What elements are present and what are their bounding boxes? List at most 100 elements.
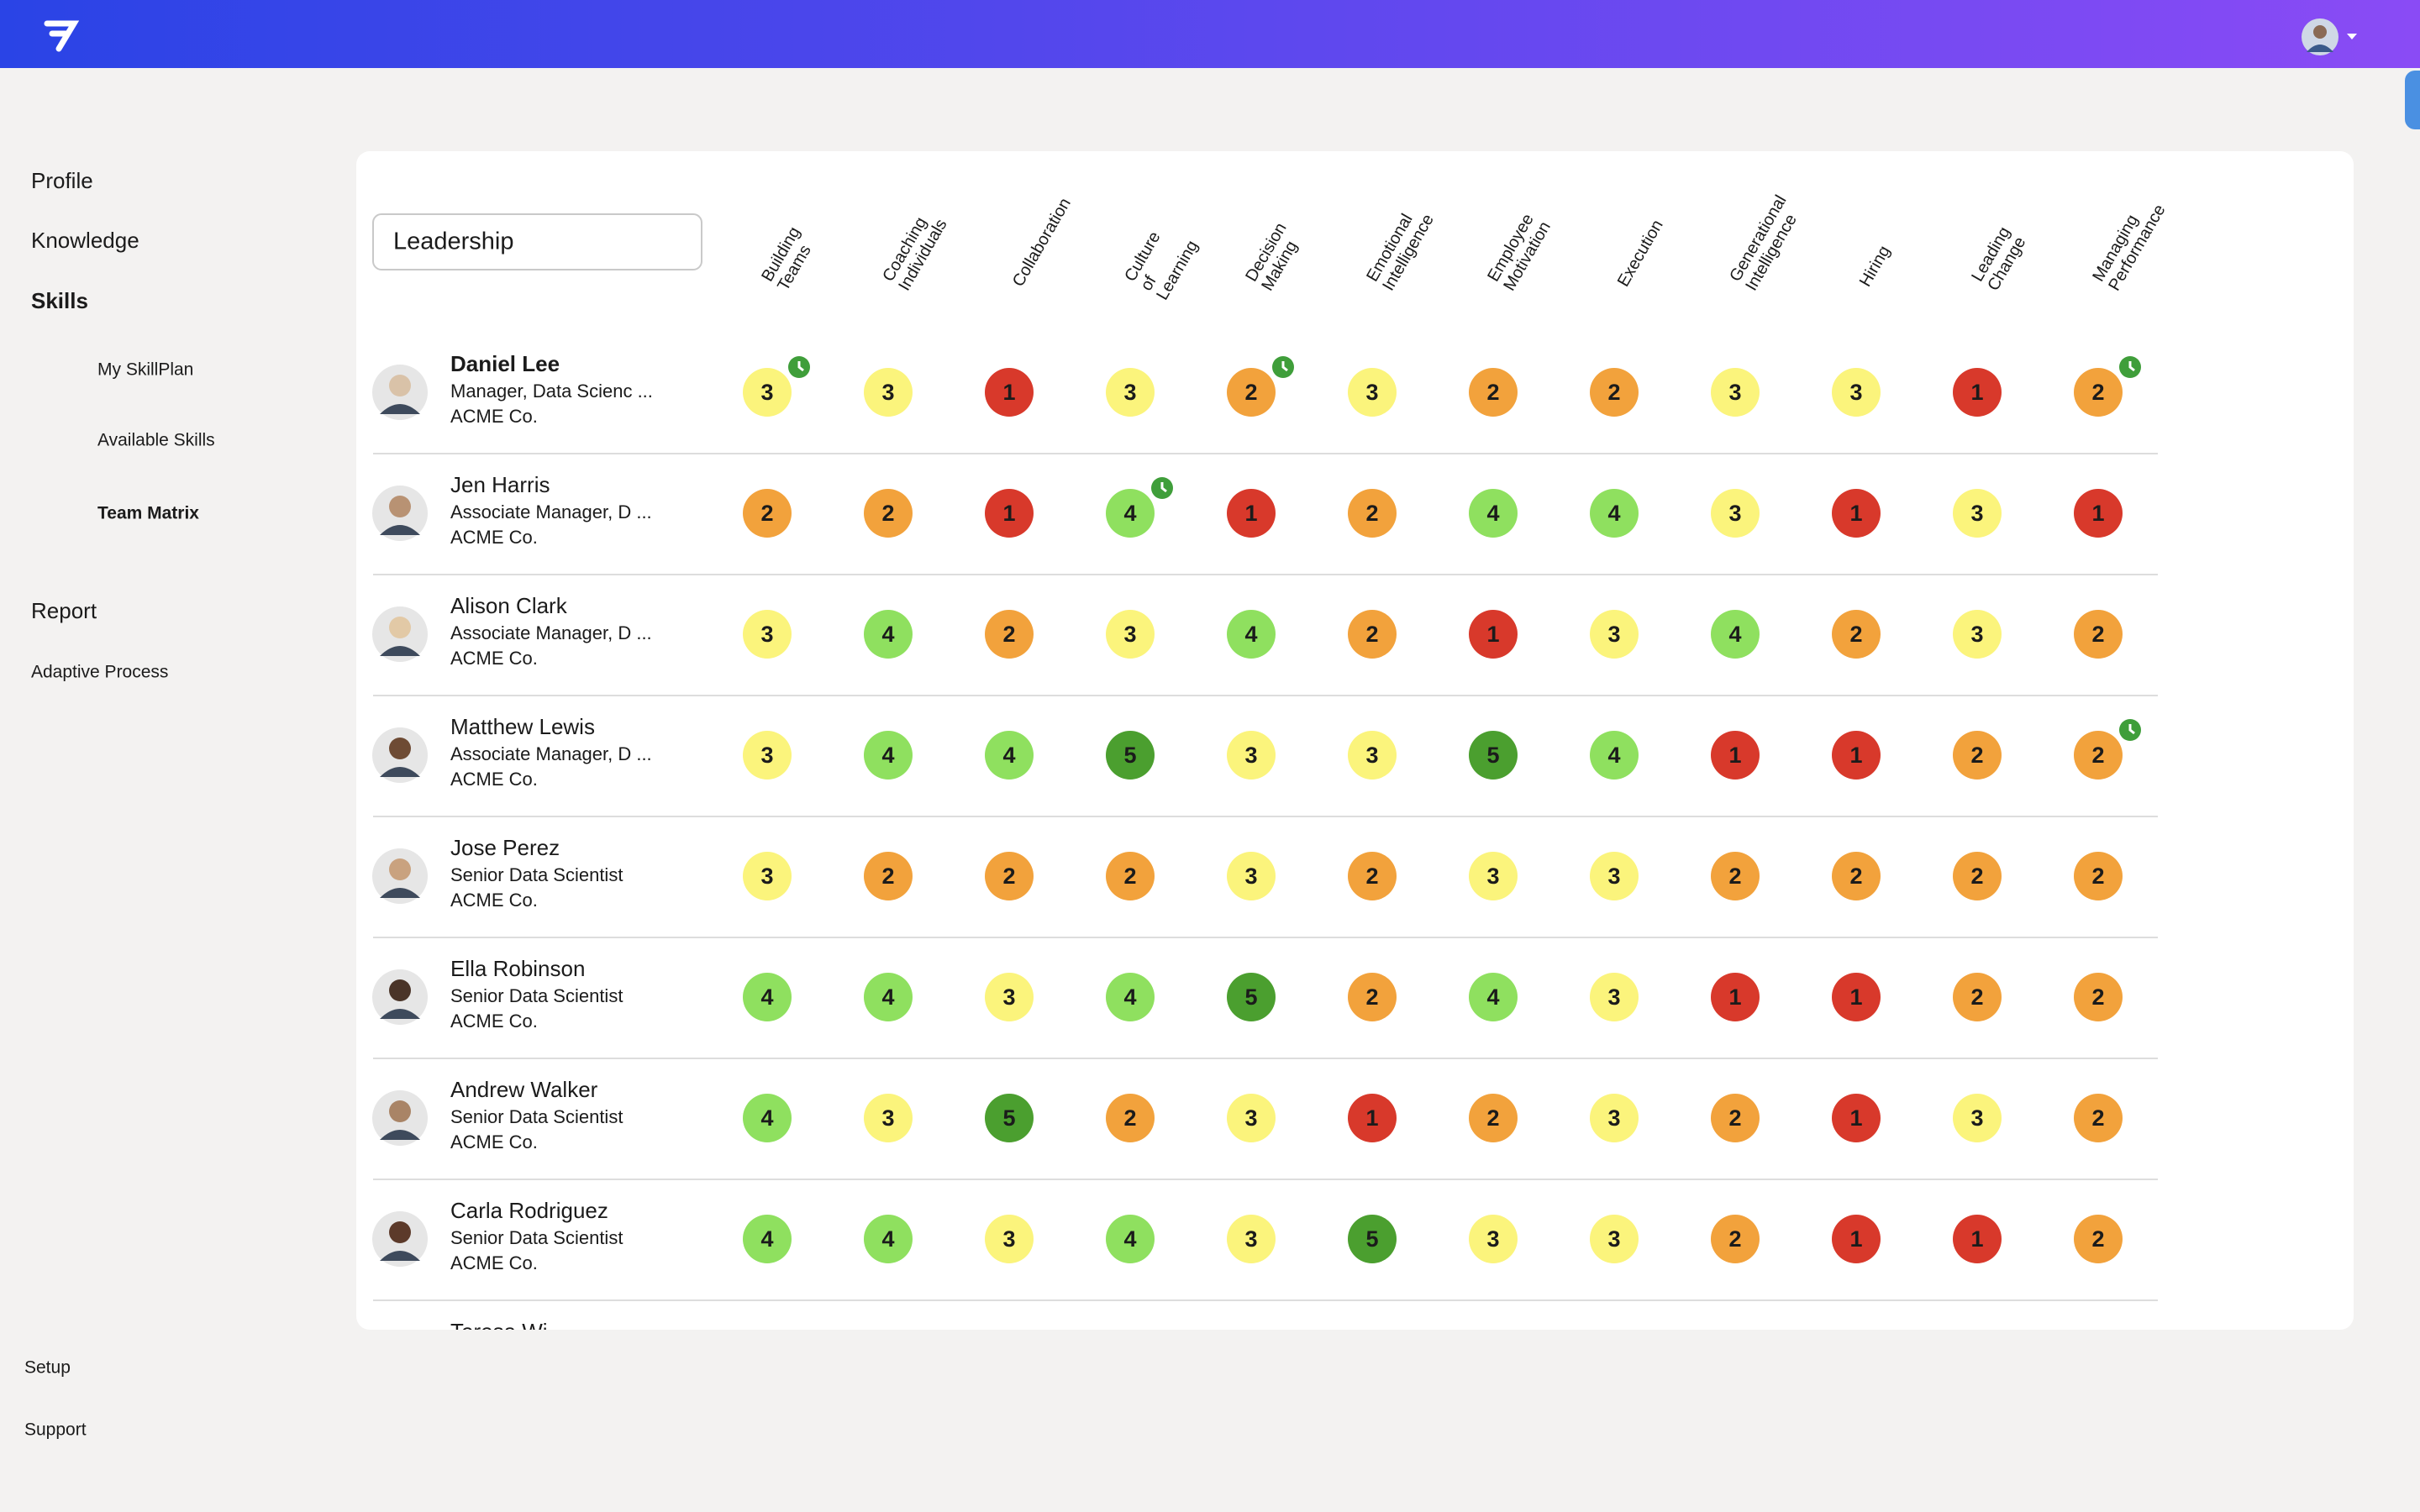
score-badge[interactable] xyxy=(1348,1094,1397,1142)
score-badge[interactable] xyxy=(1832,610,1881,659)
side-tab[interactable] xyxy=(2405,71,2420,129)
nav-item[interactable]: Adaptive Process xyxy=(31,663,168,682)
score-badge[interactable] xyxy=(1106,973,1155,1021)
score-badge[interactable] xyxy=(864,1094,913,1142)
score-badge[interactable] xyxy=(1590,1094,1639,1142)
score-badge[interactable] xyxy=(1711,1215,1760,1263)
avatar[interactable] xyxy=(372,1332,428,1388)
score-badge[interactable] xyxy=(1106,1094,1155,1142)
score-badge[interactable] xyxy=(1227,1094,1276,1142)
score-badge[interactable] xyxy=(2074,731,2123,780)
score-badge[interactable] xyxy=(864,731,913,780)
score-badge[interactable] xyxy=(1832,852,1881,900)
nav-item[interactable]: Knowledge xyxy=(31,228,139,253)
score-badge[interactable] xyxy=(1106,368,1155,417)
score-badge[interactable] xyxy=(864,973,913,1021)
score-badge[interactable] xyxy=(1832,489,1881,538)
score-badge[interactable] xyxy=(2074,489,2123,538)
person-name[interactable]: Jen Harris xyxy=(450,472,550,497)
score-badge[interactable] xyxy=(864,368,913,417)
score-badge[interactable] xyxy=(985,489,1034,538)
logo[interactable] xyxy=(44,20,80,52)
score-badge[interactable] xyxy=(1348,973,1397,1021)
person-name[interactable]: Carla Rodriguez xyxy=(450,1198,608,1223)
score-badge[interactable] xyxy=(1590,973,1639,1021)
score-badge[interactable] xyxy=(2074,1215,2123,1263)
score-badge[interactable] xyxy=(1590,731,1639,780)
score-badge[interactable] xyxy=(1227,610,1276,659)
score-badge[interactable] xyxy=(1469,973,1518,1021)
score-badge[interactable] xyxy=(1711,852,1760,900)
score-badge[interactable] xyxy=(1953,1215,2002,1263)
score-badge[interactable] xyxy=(743,1094,792,1142)
score-badge[interactable] xyxy=(2074,852,2123,900)
score-badge[interactable] xyxy=(1348,368,1397,417)
score-badge[interactable] xyxy=(1469,731,1518,780)
score-badge[interactable] xyxy=(985,1215,1034,1263)
score-badge[interactable] xyxy=(2074,610,2123,659)
score-badge[interactable] xyxy=(743,610,792,659)
person-name[interactable]: Ella Robinson xyxy=(450,956,585,981)
score-badge[interactable] xyxy=(1953,973,2002,1021)
score-badge[interactable] xyxy=(743,489,792,538)
person-name[interactable]: Matthew Lewis xyxy=(450,714,595,739)
score-badge[interactable] xyxy=(1953,852,2002,900)
score-badge[interactable] xyxy=(743,368,792,417)
score-badge[interactable] xyxy=(1469,1215,1518,1263)
person-name[interactable]: Teresa Wi xyxy=(450,1319,548,1344)
user-menu[interactable] xyxy=(2302,18,2357,55)
nav-item[interactable]: My SkillPlan xyxy=(97,360,193,380)
person-name[interactable]: Alison Clark xyxy=(450,593,568,618)
score-badge[interactable] xyxy=(1227,731,1276,780)
score-badge[interactable] xyxy=(1711,1094,1760,1142)
score-badge[interactable] xyxy=(1711,489,1760,538)
score-badge[interactable] xyxy=(743,731,792,780)
score-badge[interactable] xyxy=(1590,852,1639,900)
score-badge[interactable] xyxy=(1469,489,1518,538)
score-badge[interactable] xyxy=(1832,973,1881,1021)
score-badge[interactable] xyxy=(1953,489,2002,538)
score-badge[interactable] xyxy=(1106,852,1155,900)
nav-item[interactable]: Report xyxy=(31,598,97,623)
avatar[interactable] xyxy=(372,727,428,783)
score-badge[interactable] xyxy=(1348,731,1397,780)
avatar[interactable] xyxy=(372,365,428,420)
avatar[interactable] xyxy=(372,1090,428,1146)
score-badge[interactable] xyxy=(1348,852,1397,900)
score-badge[interactable] xyxy=(1590,610,1639,659)
score-badge[interactable] xyxy=(743,973,792,1021)
person-name[interactable]: Jose Perez xyxy=(450,835,560,860)
score-badge[interactable] xyxy=(1106,1215,1155,1263)
avatar[interactable] xyxy=(372,1211,428,1267)
person-name[interactable]: Andrew Walker xyxy=(450,1077,598,1102)
score-badge[interactable] xyxy=(1590,1215,1639,1263)
search-input[interactable] xyxy=(372,213,702,270)
score-badge[interactable] xyxy=(1832,1094,1881,1142)
score-badge[interactable] xyxy=(1711,368,1760,417)
score-badge[interactable] xyxy=(1953,610,2002,659)
score-badge[interactable] xyxy=(743,852,792,900)
score-badge[interactable] xyxy=(1469,1094,1518,1142)
score-badge[interactable] xyxy=(985,731,1034,780)
score-badge[interactable] xyxy=(985,610,1034,659)
score-badge[interactable] xyxy=(1953,1094,2002,1142)
avatar[interactable] xyxy=(372,969,428,1025)
score-badge[interactable] xyxy=(985,1094,1034,1142)
avatar[interactable] xyxy=(372,848,428,904)
score-badge[interactable] xyxy=(1711,731,1760,780)
score-badge[interactable] xyxy=(1227,973,1276,1021)
score-badge[interactable] xyxy=(1227,368,1276,417)
score-badge[interactable] xyxy=(1227,1215,1276,1263)
score-badge[interactable] xyxy=(864,852,913,900)
nav-item[interactable]: Setup xyxy=(24,1358,71,1378)
score-badge[interactable] xyxy=(1832,731,1881,780)
score-badge[interactable] xyxy=(1590,489,1639,538)
score-badge[interactable] xyxy=(985,368,1034,417)
avatar[interactable] xyxy=(372,606,428,662)
nav-item[interactable]: Skills xyxy=(31,288,88,313)
score-badge[interactable] xyxy=(864,1215,913,1263)
score-badge[interactable] xyxy=(1711,610,1760,659)
score-badge[interactable] xyxy=(1953,368,2002,417)
score-badge[interactable] xyxy=(1832,368,1881,417)
score-badge[interactable] xyxy=(864,489,913,538)
